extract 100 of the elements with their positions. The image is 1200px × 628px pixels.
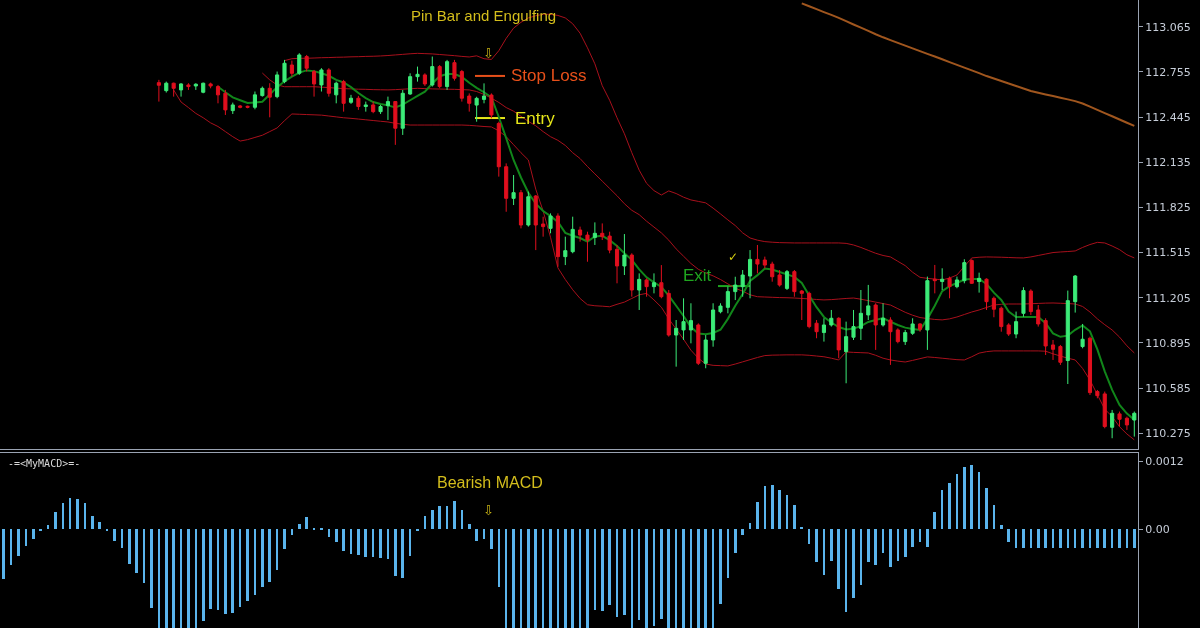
bar xyxy=(667,529,670,628)
candlestick xyxy=(954,276,960,289)
bar xyxy=(786,495,788,529)
bar xyxy=(741,529,744,535)
candlestick xyxy=(1058,344,1063,366)
bar xyxy=(1030,529,1032,548)
candlestick xyxy=(651,272,657,294)
annotation: Bearish MACD xyxy=(437,474,543,491)
bar xyxy=(121,529,123,548)
candlestick xyxy=(445,59,450,91)
candlestick xyxy=(555,212,560,268)
bar xyxy=(823,529,825,575)
bar xyxy=(926,529,929,547)
bar xyxy=(571,529,574,628)
bar xyxy=(882,529,884,553)
candlestick xyxy=(201,82,206,94)
bar xyxy=(660,529,663,619)
bar xyxy=(350,529,352,554)
candlestick xyxy=(814,319,819,339)
candlestick xyxy=(208,83,213,89)
bar xyxy=(172,529,175,628)
y-tick-label: 111.205 xyxy=(1145,291,1191,305)
bar xyxy=(963,467,966,529)
candlestick xyxy=(371,101,376,114)
candlestick xyxy=(740,269,745,298)
bar xyxy=(461,510,463,529)
candlestick xyxy=(666,289,671,338)
candlestick xyxy=(415,66,420,83)
bar xyxy=(17,529,20,556)
y-tick-label: 110.275 xyxy=(1145,427,1191,441)
bar xyxy=(446,506,448,529)
candlestick xyxy=(969,258,974,285)
bar xyxy=(357,529,360,555)
bar xyxy=(697,529,700,628)
bar xyxy=(246,529,249,601)
candlestick xyxy=(1132,411,1137,438)
candlestick xyxy=(696,322,701,366)
candlestick xyxy=(637,272,642,311)
candlestick xyxy=(422,72,427,87)
bar xyxy=(1052,529,1054,548)
candlestick xyxy=(496,121,501,178)
bar xyxy=(135,529,138,573)
bar xyxy=(549,529,552,628)
candlestick xyxy=(385,96,391,121)
bar xyxy=(150,529,153,608)
bar xyxy=(557,529,559,628)
candlestick xyxy=(1021,286,1026,318)
candlestick xyxy=(984,277,989,311)
y-tick-label: 112.135 xyxy=(1145,156,1191,170)
ref-line-label: Stop Loss xyxy=(511,66,587,85)
candlestick xyxy=(260,86,265,98)
bar xyxy=(985,488,988,529)
candlestick xyxy=(511,174,516,206)
candlestick xyxy=(607,231,612,254)
bar xyxy=(69,498,71,529)
bar xyxy=(1089,529,1091,548)
bar xyxy=(586,529,589,628)
candlestick xyxy=(799,290,804,321)
candlestick xyxy=(999,306,1004,333)
bar xyxy=(276,529,278,570)
bar xyxy=(867,529,870,562)
candlestick xyxy=(762,256,767,269)
bar xyxy=(54,512,57,529)
candlestick xyxy=(1050,339,1056,361)
bar xyxy=(372,529,374,557)
candlestick xyxy=(504,162,509,213)
candlestick xyxy=(334,81,339,104)
candlestick xyxy=(1028,288,1033,316)
bar xyxy=(209,529,212,609)
bar xyxy=(261,529,264,587)
candlestick xyxy=(962,258,967,284)
bar xyxy=(734,529,737,553)
bar xyxy=(62,503,64,529)
bar xyxy=(10,529,12,565)
candlestick xyxy=(400,89,405,136)
bar xyxy=(601,529,604,611)
candlestick xyxy=(1014,311,1019,339)
bar xyxy=(431,510,434,529)
bar xyxy=(993,505,995,529)
bar xyxy=(653,529,655,626)
bar xyxy=(1126,529,1128,548)
candlestick xyxy=(711,302,716,348)
candlestick xyxy=(903,329,908,346)
bar xyxy=(1067,529,1069,548)
bar xyxy=(231,529,234,613)
candlestick xyxy=(356,95,361,111)
candlestick xyxy=(940,267,945,291)
bar xyxy=(195,529,197,628)
candlestick xyxy=(267,82,272,118)
candlestick xyxy=(873,302,878,351)
candlestick xyxy=(481,82,487,104)
candlestick xyxy=(1087,336,1093,396)
bar xyxy=(202,529,205,621)
candlestick xyxy=(784,269,790,291)
bar xyxy=(1015,529,1017,548)
bar xyxy=(727,529,729,578)
bar xyxy=(815,529,818,562)
bar xyxy=(889,529,892,567)
candlestick xyxy=(991,296,996,318)
bar xyxy=(453,501,456,529)
